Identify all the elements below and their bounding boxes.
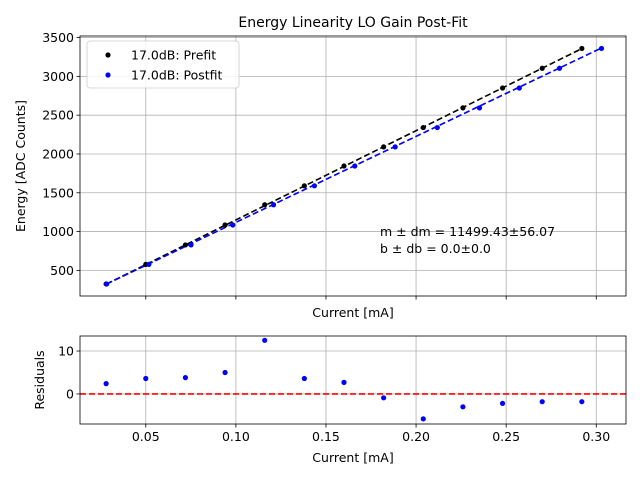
top-y-tick-label: 2000	[42, 146, 74, 161]
residuals-axes: 0.05 0.10 0.15 0.20 0.25 0.30 0 10 Current [mA] R…	[32, 335, 627, 465]
postfit-point	[270, 202, 277, 208]
postfit-point	[392, 144, 398, 150]
legend-box	[86, 40, 240, 89]
residual-point	[420, 416, 426, 422]
top-y-tick-label: 3000	[42, 69, 74, 84]
legend-label-prefit: 17.0dB: Prefit	[131, 48, 216, 63]
bottom-y-tick-label: 10	[58, 344, 74, 359]
postfit-point	[476, 105, 483, 111]
prefit-point	[420, 124, 426, 131]
postfit-point	[352, 163, 358, 169]
residual-point	[381, 395, 387, 401]
bottom-x-tick-label: 0.05	[132, 429, 160, 444]
postfit-point	[146, 261, 152, 268]
prefit-point	[579, 45, 585, 52]
residual-point	[301, 375, 307, 382]
postfit-point	[104, 281, 110, 287]
top-axes: 500 1000 1500 2000 2500 3000 3500 Energy Linear…	[13, 15, 627, 320]
prefit-point	[539, 65, 545, 71]
bottom-y-tick-label: 0	[66, 386, 74, 401]
bottom-x-axis-label: Current [mA]	[312, 450, 393, 465]
bottom-x-tick-label: 0.30	[582, 429, 610, 444]
top-y-tick-label: 500	[50, 263, 74, 278]
chart-title: Energy Linearity LO Gain Post-Fit	[238, 15, 468, 31]
prefit-point	[460, 105, 466, 111]
bottom-x-tick-label: 0.25	[492, 429, 520, 444]
prefit-point	[301, 183, 307, 189]
top-y-tick-label: 3500	[42, 30, 74, 45]
top-x-axis-label: Current [mA]	[312, 305, 393, 320]
prefit-point	[381, 144, 387, 150]
prefit-point	[182, 242, 189, 248]
legend: 17.0dB: Prefit 17.0dB: Postfit	[86, 40, 240, 89]
residual-point	[539, 399, 545, 405]
prefit-point	[222, 222, 228, 228]
fit-annotation-intercept: b ± db = 0.0±0.0	[380, 241, 491, 256]
residuals-axes-frame	[79, 335, 627, 425]
top-y-tick-label: 1500	[42, 185, 74, 200]
prefit-point	[341, 163, 347, 169]
residual-point	[222, 369, 228, 376]
bottom-x-tick-label: 0.20	[402, 429, 430, 444]
bottom-x-tick-label: 0.15	[312, 429, 340, 444]
top-axes-frame	[79, 35, 627, 297]
top-y-axis-label: Energy [ADC Counts]	[13, 100, 28, 232]
postfit-point	[516, 85, 522, 91]
residual-point	[143, 375, 149, 382]
postfit-point	[230, 222, 236, 228]
residual-point	[341, 379, 347, 385]
prefit-point	[499, 85, 506, 91]
prefit-point	[262, 202, 268, 208]
legend-marker-postfit	[105, 72, 111, 78]
top-y-tick-label: 1000	[42, 224, 74, 239]
postfit-point	[434, 124, 440, 131]
postfit-point	[598, 45, 605, 52]
postfit-point	[188, 242, 194, 248]
residual-point	[499, 400, 506, 406]
bottom-x-tick-label: 0.10	[222, 429, 250, 444]
top-y-tick-label: 2500	[42, 108, 74, 123]
postfit-point	[311, 183, 318, 189]
fit-annotation-slope: m ± dm = 11499.43±56.07	[380, 224, 555, 239]
bottom-y-axis-label: Residuals	[32, 350, 47, 409]
residual-point	[103, 381, 109, 387]
residual-point	[262, 337, 268, 343]
residual-point	[460, 404, 466, 410]
postfit-point	[556, 65, 563, 71]
residual-point	[182, 375, 189, 381]
residual-point	[579, 399, 585, 405]
legend-marker-prefit	[105, 52, 111, 58]
legend-label-postfit: 17.0dB: Postfit	[131, 68, 223, 83]
